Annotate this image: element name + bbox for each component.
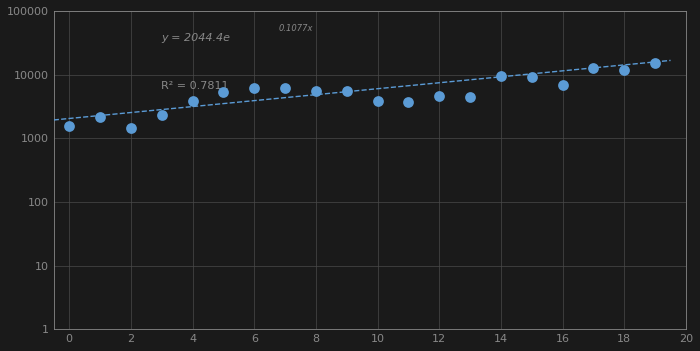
- Point: [248, 85, 260, 91]
- Point: [557, 82, 568, 88]
- Point: [372, 98, 383, 104]
- Point: [650, 61, 661, 66]
- Point: [341, 88, 352, 94]
- Point: [64, 123, 75, 129]
- Point: [125, 125, 136, 131]
- Point: [526, 74, 538, 80]
- Point: [94, 114, 106, 120]
- Point: [402, 99, 414, 105]
- Point: [187, 98, 198, 104]
- Text: y = 2044.4e: y = 2044.4e: [161, 33, 230, 43]
- Point: [156, 112, 167, 118]
- Point: [279, 85, 290, 91]
- Text: 0.1077x: 0.1077x: [278, 24, 313, 33]
- Point: [465, 94, 476, 100]
- Point: [496, 73, 507, 79]
- Text: R² = 0.7811: R² = 0.7811: [161, 81, 229, 91]
- Point: [218, 89, 229, 94]
- Point: [619, 67, 630, 72]
- Point: [434, 93, 445, 99]
- Point: [588, 66, 599, 71]
- Point: [310, 88, 321, 93]
